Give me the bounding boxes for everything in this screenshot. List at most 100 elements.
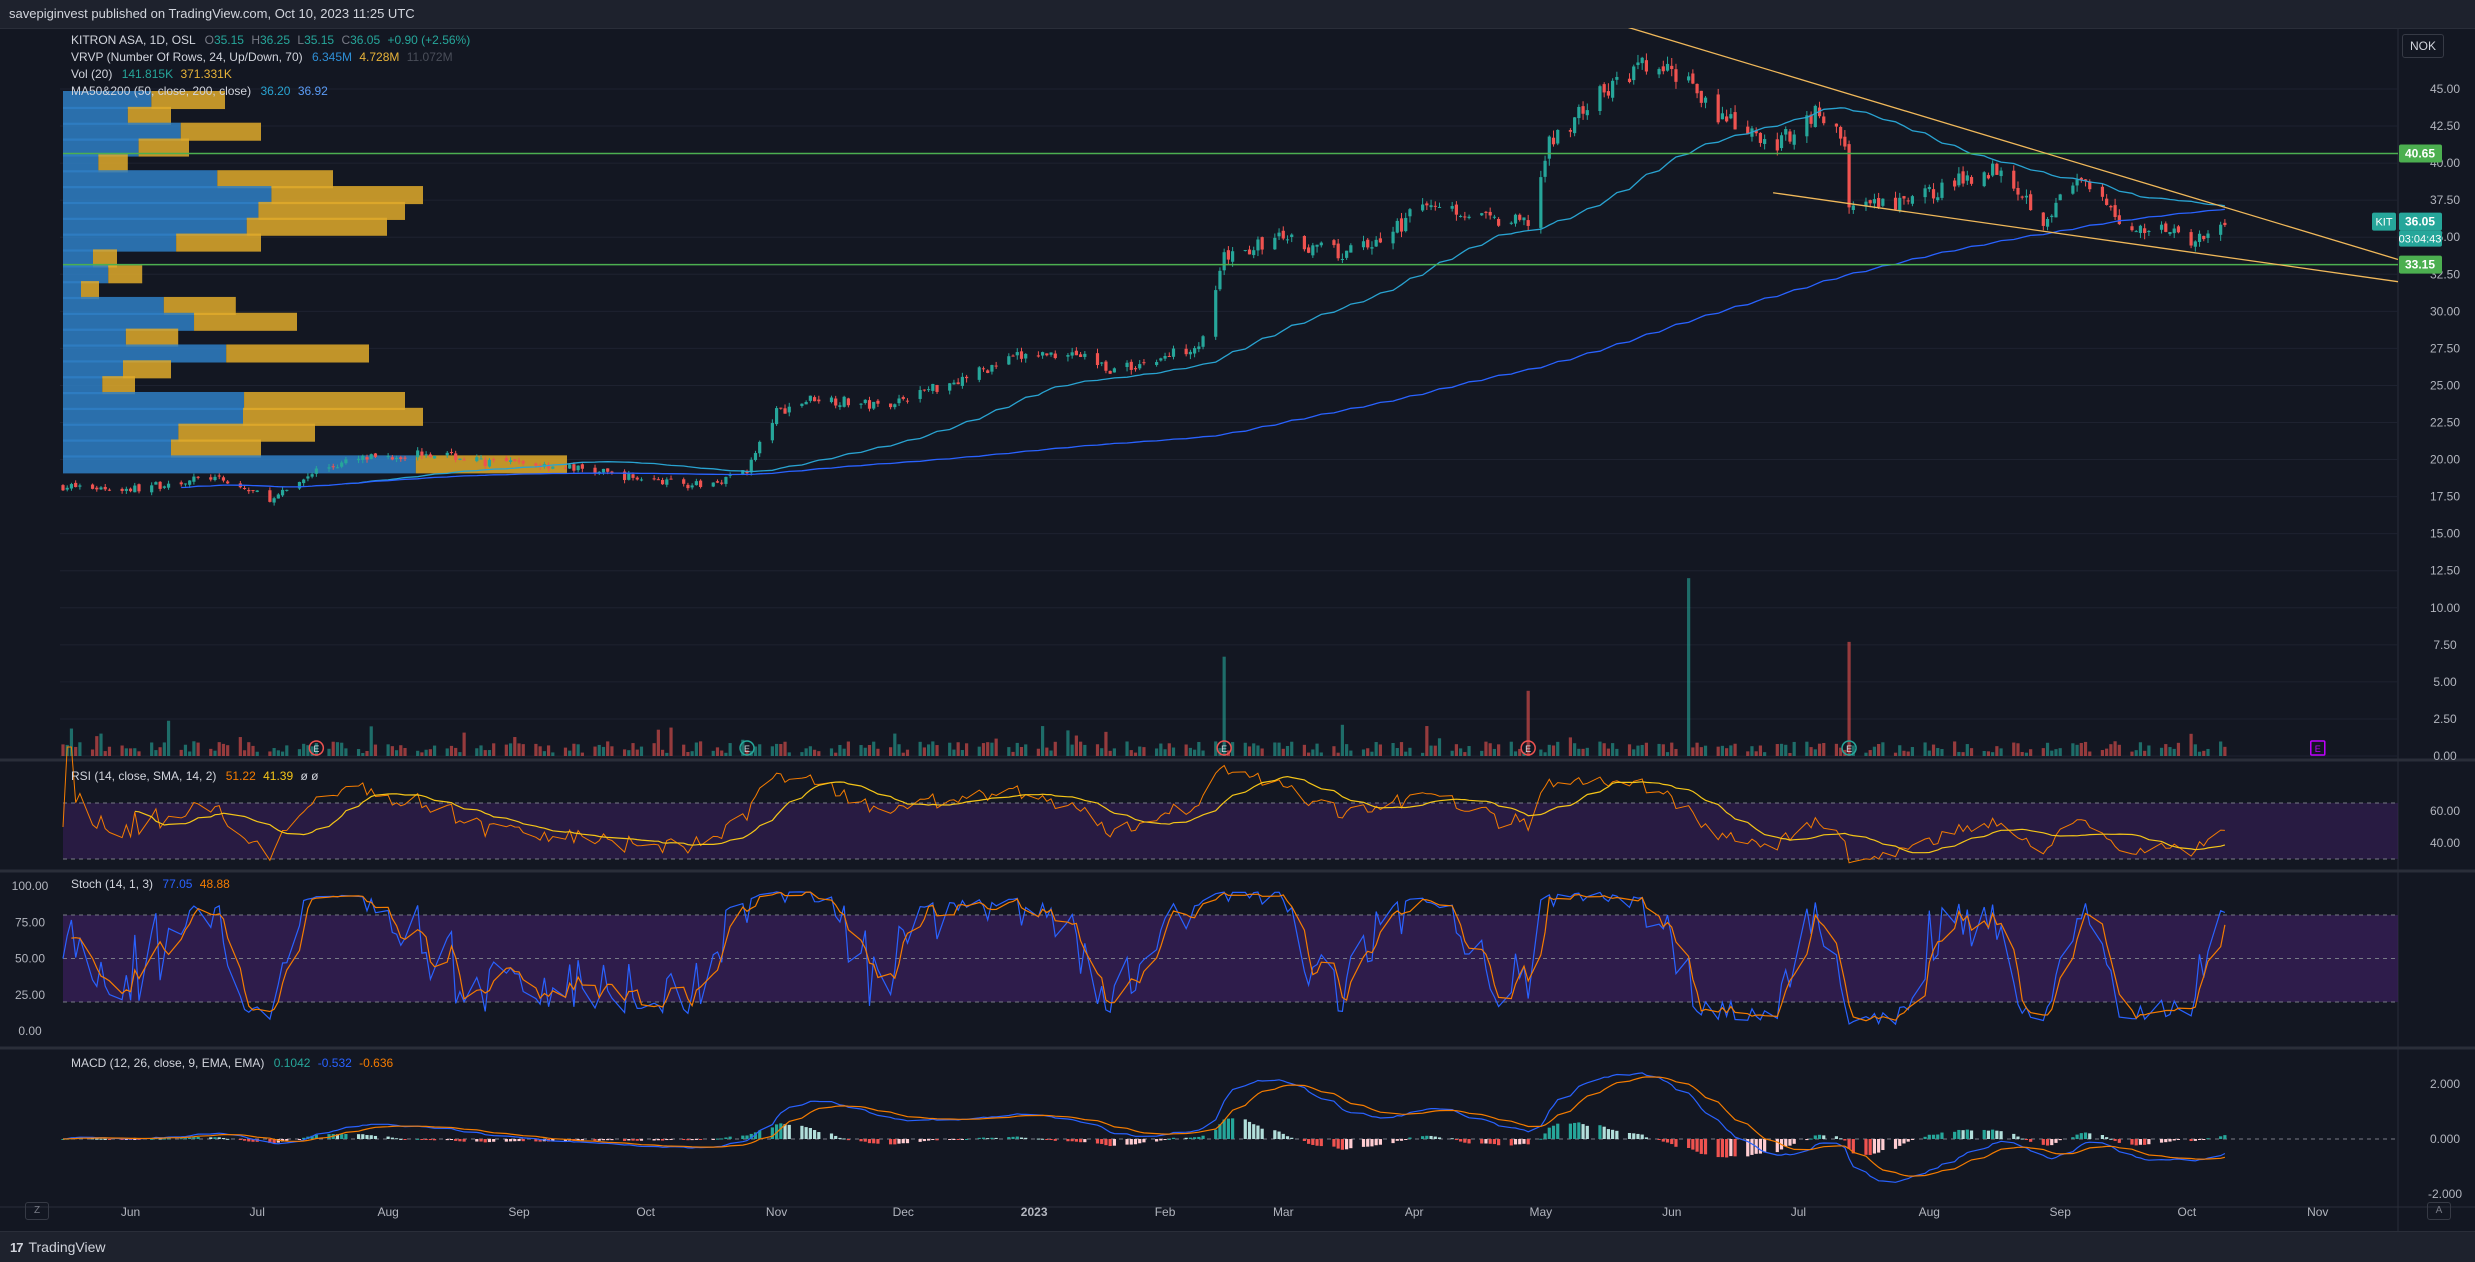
candle-body bbox=[2143, 228, 2147, 234]
volume-bar bbox=[2134, 750, 2138, 756]
macd-histogram-bar bbox=[2016, 1136, 2020, 1139]
price-tick-label: 0.00 bbox=[2433, 749, 2457, 763]
macd-histogram-bar bbox=[1484, 1139, 1488, 1144]
macd-label[interactable]: MACD (12, 26, close, 9, EMA, EMA) bbox=[71, 1056, 265, 1070]
volume-bar bbox=[462, 732, 466, 756]
macd-histogram-bar bbox=[1556, 1123, 1560, 1139]
macd-histogram-bar bbox=[1674, 1139, 1678, 1147]
macd-histogram-bar bbox=[158, 1138, 162, 1140]
candle-body bbox=[1636, 62, 1640, 66]
candle-body bbox=[103, 486, 107, 490]
candle-body bbox=[1281, 230, 1285, 239]
volume-bar bbox=[1657, 743, 1661, 756]
volume-bar bbox=[994, 738, 998, 756]
macd-histogram-bar bbox=[1366, 1139, 1370, 1147]
tradingview-brand[interactable]: 17 TradingView bbox=[10, 1239, 106, 1255]
volume-bar bbox=[686, 751, 690, 756]
candle-body bbox=[935, 385, 939, 392]
macd-histogram-bar bbox=[1784, 1139, 1788, 1147]
volume-bar bbox=[876, 748, 880, 756]
volume-bar bbox=[1543, 752, 1547, 756]
macd-histogram-bar bbox=[517, 1139, 521, 1142]
volume-bar bbox=[1775, 744, 1779, 756]
macd-histogram-bar bbox=[107, 1139, 112, 1140]
macd-histogram-bar bbox=[2143, 1139, 2147, 1145]
volume-bar bbox=[268, 751, 272, 756]
macd-histogram-bar bbox=[1167, 1138, 1171, 1140]
macd-histogram-bar bbox=[386, 1136, 390, 1139]
macd-histogram-bar bbox=[458, 1139, 462, 1142]
vrvp-down-bar bbox=[415, 455, 567, 474]
volume-bar bbox=[179, 749, 183, 756]
chart-canvas[interactable]: 45.0042.5040.0037.5035.0032.5030.0027.50… bbox=[0, 28, 2475, 1231]
vrvp-up-bar bbox=[63, 186, 272, 205]
vrvp-up-bar bbox=[63, 201, 259, 220]
volume-bar bbox=[1509, 741, 1513, 756]
vrvp-label[interactable]: VRVP (Number Of Rows, 24, Up/Down, 70) bbox=[71, 50, 303, 64]
candle-body bbox=[1969, 177, 1974, 184]
time-axis-label: Apr bbox=[1405, 1205, 1424, 1219]
candle-body bbox=[1112, 368, 1116, 373]
candle-body bbox=[1898, 197, 1902, 211]
symbol-label[interactable]: KITRON ASA, 1D, OSL bbox=[71, 33, 196, 47]
candle-body bbox=[1606, 91, 1611, 96]
stoch-tick-label: 25.00 bbox=[15, 988, 45, 1002]
candle-body bbox=[1243, 250, 1247, 252]
volume-bar bbox=[656, 729, 660, 756]
currency-button[interactable]: NOK bbox=[2402, 34, 2444, 58]
macd-histogram-bar bbox=[872, 1139, 876, 1144]
rsi-label[interactable]: RSI (14, close, SMA, 14, 2) bbox=[71, 769, 217, 783]
candle-body bbox=[1066, 355, 1070, 357]
macd-histogram-bar bbox=[1349, 1139, 1353, 1149]
volume-bar bbox=[280, 751, 285, 756]
candle-body bbox=[1159, 358, 1163, 361]
macd-histogram-bar bbox=[935, 1139, 939, 1141]
candle-body bbox=[1953, 180, 1957, 187]
macd-histogram-bar bbox=[694, 1139, 698, 1140]
candle-body bbox=[1822, 116, 1826, 124]
volume-bar bbox=[2020, 752, 2024, 756]
volume-bar bbox=[394, 750, 399, 756]
candle-body bbox=[1864, 201, 1868, 207]
candle-body bbox=[2172, 228, 2176, 234]
candle-body bbox=[247, 489, 251, 492]
high-value: 36.25 bbox=[260, 33, 291, 47]
macd-value: -0.532 bbox=[317, 1056, 352, 1070]
candle-body bbox=[302, 479, 306, 484]
timezone-toggle[interactable]: Z bbox=[25, 1202, 49, 1220]
countdown-tag bbox=[2399, 230, 2442, 247]
stoch-label[interactable]: Stoch (14, 1, 3) bbox=[71, 877, 154, 891]
volume-bar bbox=[580, 752, 584, 756]
candle-body bbox=[1640, 57, 1644, 64]
macd-histogram-bar bbox=[1214, 1129, 1218, 1139]
volume-bar bbox=[1104, 731, 1108, 756]
macd-histogram-bar bbox=[715, 1138, 720, 1140]
volume-bar bbox=[2130, 751, 2134, 756]
volume-bar bbox=[922, 747, 926, 756]
candle-body bbox=[196, 476, 200, 478]
candle-body bbox=[1408, 209, 1412, 217]
vrvp-up-bar bbox=[63, 423, 179, 442]
candle-body bbox=[1551, 137, 1556, 145]
macd-histogram-bar bbox=[2202, 1139, 2206, 1140]
macd-histogram-bar bbox=[1813, 1135, 1817, 1139]
volume-bar bbox=[901, 752, 905, 756]
volume-bar bbox=[483, 750, 487, 756]
rsi-line bbox=[62, 746, 2225, 864]
volume-bar bbox=[1598, 741, 1602, 756]
ma-label[interactable]: MA50&200 (50, close, 200, close) bbox=[71, 84, 252, 98]
macd-histogram-bar bbox=[213, 1137, 217, 1139]
candle-body bbox=[631, 474, 635, 478]
candle-body bbox=[1877, 197, 1881, 208]
macd-histogram-bar bbox=[2012, 1133, 2016, 1139]
macd-histogram-bar bbox=[1982, 1129, 1986, 1139]
candle-body bbox=[952, 382, 956, 385]
volume-bar bbox=[1661, 744, 1665, 756]
macd-histogram-bar bbox=[297, 1139, 302, 1140]
volume-label[interactable]: Vol (20) bbox=[71, 67, 113, 81]
candle-body bbox=[728, 474, 732, 476]
candle-body bbox=[1598, 86, 1602, 112]
auto-scale-toggle[interactable]: A bbox=[2427, 1202, 2451, 1220]
candle-body bbox=[1290, 234, 1294, 238]
volume-bar bbox=[1231, 742, 1235, 756]
